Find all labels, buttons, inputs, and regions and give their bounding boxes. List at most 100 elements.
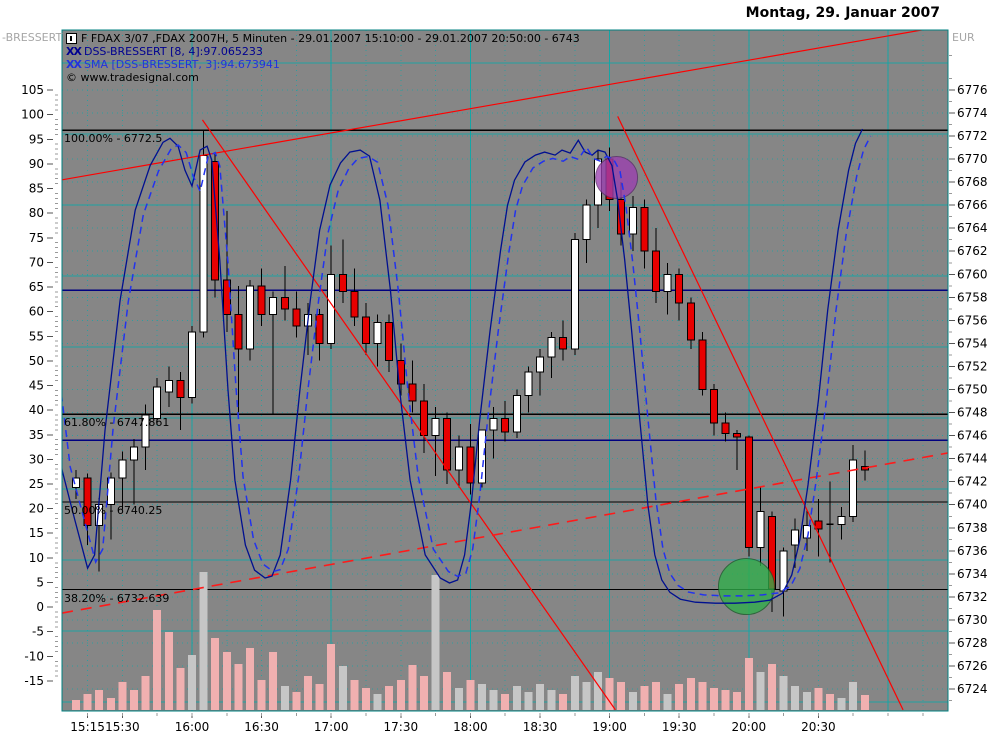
volume-bar [385, 686, 394, 710]
volume-bar [756, 672, 765, 710]
series-title: F FDAX 3/07 ,FDAX 2007H, 5 Minuten - 29.… [81, 32, 580, 45]
svg-text:55: 55 [29, 329, 44, 343]
volume-bar [570, 676, 579, 710]
dss-indicator-label: DSS-BRESSERT [8, 4]:97.065233 [83, 45, 263, 58]
candle-body [431, 417, 440, 437]
time-axis[interactable] [62, 712, 948, 742]
svg-text:6776: 6776 [957, 83, 988, 97]
candle-body [269, 296, 278, 316]
volume-bar [814, 688, 823, 710]
svg-text:-15: -15 [24, 674, 44, 688]
candle-body [547, 337, 556, 358]
svg-text:20:30: 20:30 [801, 720, 836, 734]
svg-text:50: 50 [29, 354, 44, 368]
svg-text:6772: 6772 [957, 129, 988, 143]
candle-body [188, 331, 196, 399]
candle-body [83, 477, 92, 526]
volume-bar [628, 692, 637, 710]
svg-text:6734: 6734 [957, 567, 988, 581]
svg-text:16:00: 16:00 [175, 720, 210, 734]
price-axis[interactable] [948, 30, 1006, 711]
candle-body [814, 520, 823, 530]
fib-label-61-8[interactable]: 61.80% - 6747.861 [64, 416, 170, 430]
fib-label-100[interactable]: 100.00% - 6772.5 [64, 132, 163, 146]
svg-text:65: 65 [29, 280, 44, 294]
volume-bar [246, 648, 254, 710]
bottom-circle-annotation[interactable] [717, 558, 775, 616]
volume-bar [95, 690, 104, 710]
svg-text:6762: 6762 [957, 244, 988, 258]
legend-dss-row[interactable]: XX DSS-BRESSERT [8, 4]:97.065233 [66, 45, 580, 58]
candle-body [802, 524, 811, 539]
top-circle-annotation[interactable] [595, 155, 639, 199]
volume-bar [710, 688, 718, 710]
volume-bar [826, 694, 834, 710]
candle-body [164, 379, 173, 393]
svg-text:35: 35 [29, 428, 44, 442]
candle-body [292, 308, 301, 327]
svg-text:6748: 6748 [957, 406, 988, 420]
svg-text:6736: 6736 [957, 544, 988, 558]
svg-text:80: 80 [29, 206, 44, 220]
candle-body [628, 206, 637, 235]
volume-bar [802, 692, 811, 710]
svg-text:6754: 6754 [957, 336, 988, 350]
volume-bar [222, 652, 231, 710]
volume-bar [420, 676, 428, 710]
volume-bar [594, 672, 602, 710]
candle-body [849, 459, 858, 517]
svg-text:20: 20 [29, 502, 44, 516]
volume-bar [130, 690, 138, 710]
volume-bar [733, 692, 742, 710]
candle-body [478, 429, 486, 484]
svg-text:6740: 6740 [957, 498, 988, 512]
volume-bar [489, 690, 498, 710]
volume-bar [605, 678, 614, 710]
volume-bar [536, 684, 544, 710]
axis-ticks: 1051009590858075706560555045403530252015… [21, 54, 988, 734]
sma-indicator-label: SMA [DSS-BRESSERT, 3]:94.673941 [83, 58, 280, 71]
volume-bar [72, 700, 80, 710]
candle-body [72, 477, 80, 488]
oscillator-axis[interactable] [0, 30, 62, 711]
candle-body [257, 285, 266, 316]
candle-body [837, 515, 846, 525]
left-axis-title: -BRESSERT [2, 31, 63, 44]
volume-bar [640, 686, 649, 710]
candle-body [698, 339, 707, 391]
volume-bar [652, 682, 660, 710]
svg-text:18:00: 18:00 [453, 720, 488, 734]
volume-bar [211, 638, 220, 710]
svg-text:6724: 6724 [957, 682, 988, 696]
candle-body [686, 302, 695, 341]
candle-body [118, 459, 127, 479]
svg-text:0: 0 [36, 600, 44, 614]
dss-bressert-line [62, 128, 864, 604]
legend-sma-row[interactable]: XX SMA [DSS-BRESSERT, 3]:94.673941 [66, 58, 580, 71]
volume-bar [512, 686, 521, 710]
svg-text:25: 25 [29, 477, 44, 491]
candle-body [385, 322, 394, 362]
legend-series-row[interactable]: F FDAX 3/07 ,FDAX 2007H, 5 Minuten - 29.… [66, 32, 580, 45]
svg-text:6750: 6750 [957, 383, 988, 397]
svg-text:85: 85 [29, 182, 44, 196]
fib-label-50[interactable]: 50.00% - 6740.25 [64, 503, 163, 517]
svg-text:17:00: 17:00 [314, 720, 349, 734]
candle-body [710, 389, 718, 424]
fib-label-38-2[interactable]: 38.20% - 6732.639 [64, 591, 170, 605]
svg-text:6758: 6758 [957, 290, 988, 304]
svg-text:6768: 6768 [957, 175, 988, 189]
svg-text:40: 40 [29, 403, 44, 417]
svg-text:6746: 6746 [957, 429, 988, 443]
candle-body [315, 314, 324, 344]
series-icon [66, 33, 77, 44]
candle-body [559, 337, 568, 350]
volume-bars [72, 572, 869, 710]
candle-body [524, 371, 533, 396]
svg-text:90: 90 [29, 157, 44, 171]
svg-text:15:30: 15:30 [105, 720, 140, 734]
volume-bar [454, 688, 463, 710]
volume-bar [188, 655, 196, 710]
volume-bar [280, 686, 289, 710]
